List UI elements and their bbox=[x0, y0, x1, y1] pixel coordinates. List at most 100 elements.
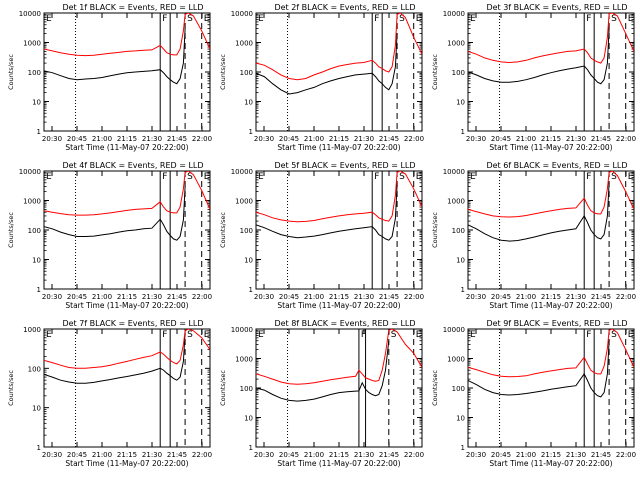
series-line bbox=[468, 28, 610, 85]
plot-frame bbox=[255, 328, 423, 448]
x-tick-label: 21:30 bbox=[354, 451, 374, 459]
x-axis-label: Start Time (11-May-07 20:22:00) bbox=[489, 459, 612, 468]
y-tick-label: 1000 bbox=[447, 40, 465, 48]
marker-label: E bbox=[204, 14, 210, 24]
x-tick-label: 21:45 bbox=[167, 451, 187, 459]
marker-label: F bbox=[586, 172, 591, 182]
x-tick-label: 21:30 bbox=[566, 293, 586, 301]
marker-label: E bbox=[204, 172, 210, 182]
y-tick-label: 1000 bbox=[447, 356, 465, 364]
y-tick-label: 10 bbox=[244, 99, 253, 107]
y-tick-label: 1 bbox=[249, 128, 253, 136]
x-axis-label: Start Time (11-May-07 20:22:00) bbox=[489, 143, 612, 152]
y-tick-label: 10 bbox=[32, 405, 41, 413]
y-tick-label: 100 bbox=[28, 69, 41, 77]
x-tick-label: 20:45 bbox=[67, 451, 87, 459]
y-tick-label: 1000 bbox=[23, 326, 41, 334]
marker-label: F bbox=[374, 14, 379, 24]
marker-label: E bbox=[628, 14, 634, 24]
series-line bbox=[256, 33, 398, 95]
panel-title: Det 4f BLACK = Events, RED = LLD bbox=[62, 161, 203, 170]
marker-label: S bbox=[399, 14, 405, 24]
panel: Det 1f BLACK = Events, RED = LLD 1 10 100 10… bbox=[7, 3, 212, 152]
x-tick-label: 21:45 bbox=[591, 293, 611, 301]
x-tick-label: 20:45 bbox=[279, 451, 299, 459]
x-tick-label: 20:30 bbox=[254, 135, 274, 143]
marker-label: E bbox=[258, 14, 264, 24]
series-line bbox=[256, 13, 422, 81]
x-tick-label: 20:45 bbox=[491, 135, 511, 143]
series-line bbox=[468, 329, 634, 378]
y-tick-label: 100 bbox=[240, 385, 253, 393]
x-tick-label: 22:00 bbox=[616, 293, 636, 301]
x-axis-label: Start Time (11-May-07 20:22:00) bbox=[65, 459, 188, 468]
marker-label: E bbox=[628, 330, 634, 340]
x-tick-label: 21:15 bbox=[541, 135, 561, 143]
y-axis-label: Counts/sec bbox=[431, 212, 439, 248]
series-line bbox=[44, 13, 210, 57]
marker-label: F bbox=[162, 330, 167, 340]
x-tick-label: 22:00 bbox=[192, 293, 212, 301]
marker-label: E bbox=[46, 330, 52, 340]
marker-label: S bbox=[391, 330, 397, 340]
y-tick-label: 1000 bbox=[447, 198, 465, 206]
series-line bbox=[44, 28, 186, 85]
x-tick-label: 21:15 bbox=[329, 293, 349, 301]
marker-label: E bbox=[46, 14, 52, 24]
y-tick-label: 1000 bbox=[23, 40, 41, 48]
x-tick-label: 21:30 bbox=[354, 135, 374, 143]
x-tick-label: 20:45 bbox=[67, 135, 87, 143]
y-tick-label: 10000 bbox=[19, 10, 41, 18]
marker-label: S bbox=[611, 14, 617, 24]
x-tick-label: 20:45 bbox=[491, 451, 511, 459]
y-tick-label: 1 bbox=[37, 444, 41, 452]
x-axis-label: Start Time (11-May-07 20:22:00) bbox=[489, 301, 612, 310]
x-tick-label: 21:00 bbox=[304, 293, 324, 301]
marker-label: S bbox=[399, 172, 405, 182]
y-axis-label: Counts/sec bbox=[219, 370, 227, 406]
y-tick-label: 10 bbox=[32, 257, 41, 265]
x-tick-label: 21:15 bbox=[329, 135, 349, 143]
panel: Det 5f BLACK = Events, RED = LLD 1 10 100 10… bbox=[219, 161, 424, 310]
x-tick-label: 22:00 bbox=[616, 451, 636, 459]
panel: Det 2f BLACK = Events, RED = LLD 1 10 100 10… bbox=[219, 3, 424, 152]
marker-label: E bbox=[258, 172, 264, 182]
x-tick-label: 21:00 bbox=[516, 135, 536, 143]
x-tick-label: 21:00 bbox=[516, 293, 536, 301]
y-tick-label: 10000 bbox=[443, 168, 465, 176]
y-axis-label: Counts/sec bbox=[7, 370, 15, 406]
marker-label: E bbox=[46, 172, 52, 182]
y-tick-label: 10000 bbox=[231, 168, 253, 176]
panel: Det 7f BLACK = Events, RED = LLD 1 10 100 10… bbox=[7, 319, 212, 468]
x-axis-label: Start Time (11-May-07 20:22:00) bbox=[65, 301, 188, 310]
y-axis-label: Counts/sec bbox=[219, 54, 227, 90]
y-tick-label: 10 bbox=[32, 99, 41, 107]
x-tick-label: 20:30 bbox=[42, 451, 62, 459]
panel: Det 8f BLACK = Events, RED = LLD 1 10 100 10… bbox=[219, 319, 424, 468]
x-tick-label: 21:30 bbox=[142, 451, 162, 459]
marker-label: F bbox=[586, 14, 591, 24]
series-line bbox=[468, 182, 610, 242]
x-tick-label: 22:00 bbox=[404, 451, 424, 459]
x-tick-label: 21:45 bbox=[167, 293, 187, 301]
y-tick-label: 100 bbox=[28, 365, 41, 373]
panel: Det 9f BLACK = Events, RED = LLD 1 10 100 10… bbox=[431, 319, 636, 468]
x-tick-label: 21:15 bbox=[329, 451, 349, 459]
x-tick-label: 20:30 bbox=[254, 451, 274, 459]
marker-label: F bbox=[374, 172, 379, 182]
series-line bbox=[468, 340, 610, 398]
x-tick-label: 22:00 bbox=[616, 135, 636, 143]
x-tick-label: 21:15 bbox=[541, 293, 561, 301]
marker-label: E bbox=[470, 14, 476, 24]
panel: Det 3f BLACK = Events, RED = LLD 1 10 100 10… bbox=[431, 3, 636, 152]
x-tick-label: 20:30 bbox=[42, 293, 62, 301]
y-tick-label: 1000 bbox=[235, 40, 253, 48]
series-line bbox=[44, 329, 210, 369]
x-tick-label: 21:45 bbox=[591, 135, 611, 143]
marker-label: F bbox=[162, 14, 167, 24]
y-tick-label: 100 bbox=[240, 227, 253, 235]
series-line bbox=[468, 13, 634, 64]
series-line bbox=[256, 340, 390, 402]
marker-label: E bbox=[416, 330, 422, 340]
